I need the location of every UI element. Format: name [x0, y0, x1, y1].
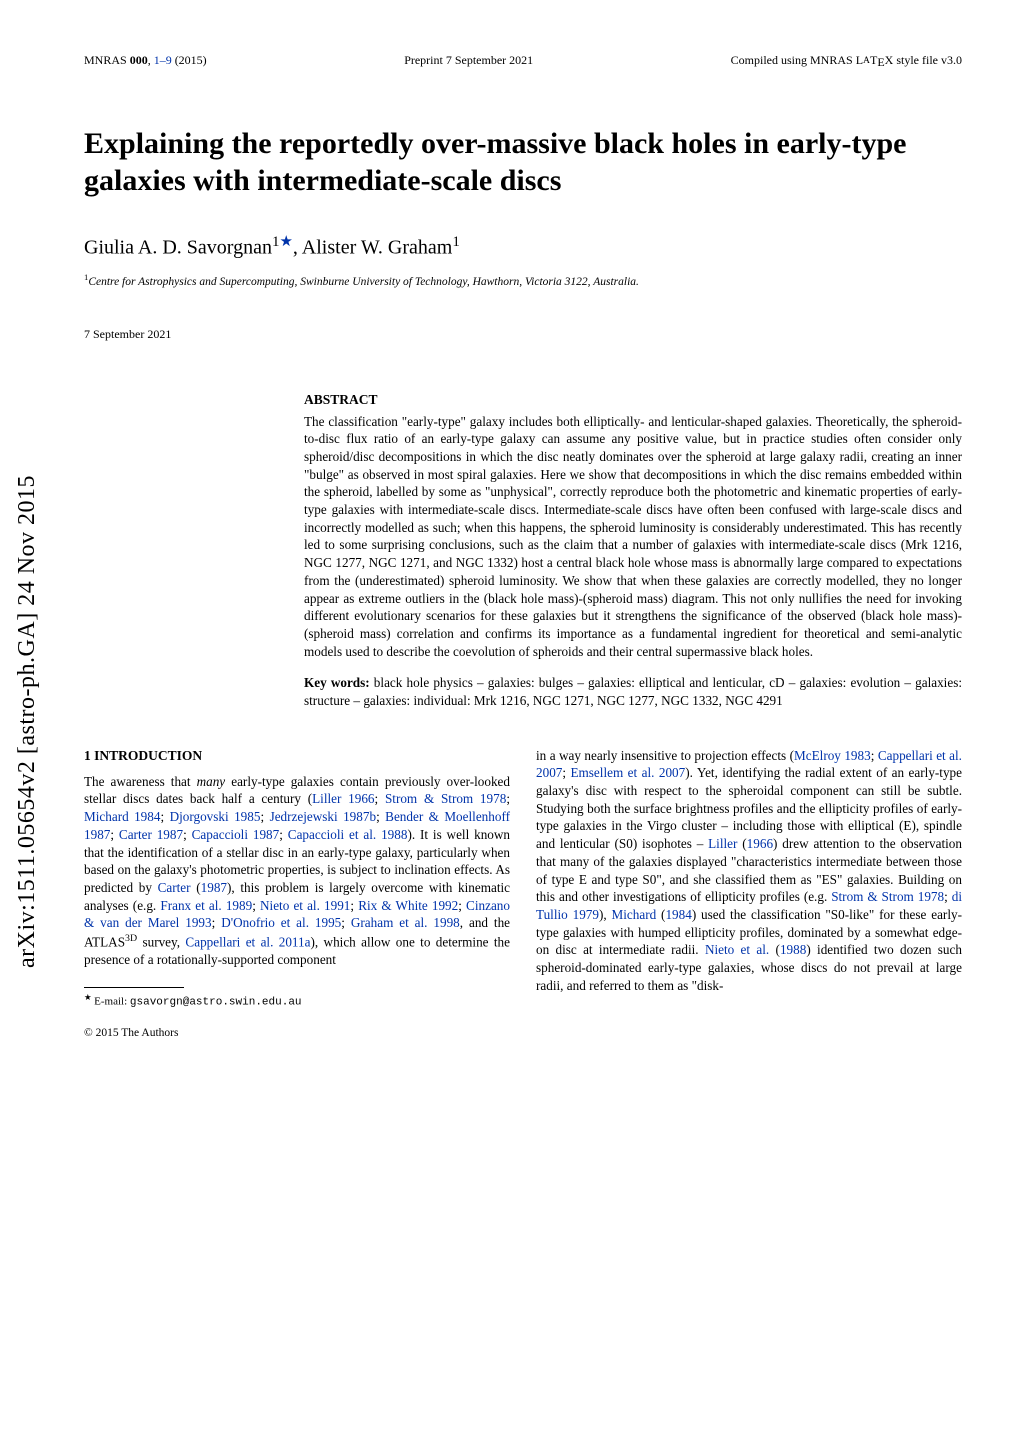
abstract-heading: ABSTRACT: [304, 391, 962, 410]
footnote-separator: [84, 987, 184, 988]
header-left: MNRAS 000, 1–9 (2015): [84, 52, 207, 70]
preprint-date: 7 September 2021: [84, 326, 962, 343]
paper-title: Explaining the reportedly over-massive b…: [84, 126, 962, 199]
body-two-column: 1 INTRODUCTION The awareness that many e…: [84, 747, 962, 1042]
header-row: MNRAS 000, 1–9 (2015) Preprint 7 Septemb…: [84, 52, 962, 70]
abstract-block: ABSTRACT The classification "early-type"…: [304, 391, 962, 711]
intro-paragraph-left: The awareness that many early-type galax…: [84, 773, 510, 969]
arxiv-identifier: arXiv:1511.05654v2 [astro-ph.GA] 24 Nov …: [15, 474, 42, 967]
column-right: in a way nearly insensitive to projectio…: [536, 747, 962, 1042]
copyright: © 2015 The Authors: [84, 1026, 510, 1041]
column-left: 1 INTRODUCTION The awareness that many e…: [84, 747, 510, 1042]
header-right: Compiled using MNRAS LATEX style file v3…: [731, 52, 962, 70]
affiliation: 1Centre for Astrophysics and Supercomput…: [84, 272, 962, 291]
header-center: Preprint 7 September 2021: [404, 52, 533, 70]
authors: Giulia A. D. Savorgnan1★, Alister W. Gra…: [84, 232, 962, 262]
keywords: Key words: black hole physics – galaxies…: [304, 674, 962, 710]
footnote: ★ E-mail: gsavorgn@astro.swin.edu.au: [84, 992, 510, 1010]
arxiv-sidebar: arXiv:1511.05654v2 [astro-ph.GA] 24 Nov …: [0, 0, 56, 1442]
abstract-text: The classification "early-type" galaxy i…: [304, 413, 962, 661]
section-1-heading: 1 INTRODUCTION: [84, 747, 510, 765]
intro-paragraph-right: in a way nearly insensitive to projectio…: [536, 747, 962, 995]
page-content: MNRAS 000, 1–9 (2015) Preprint 7 Septemb…: [56, 0, 1020, 1442]
